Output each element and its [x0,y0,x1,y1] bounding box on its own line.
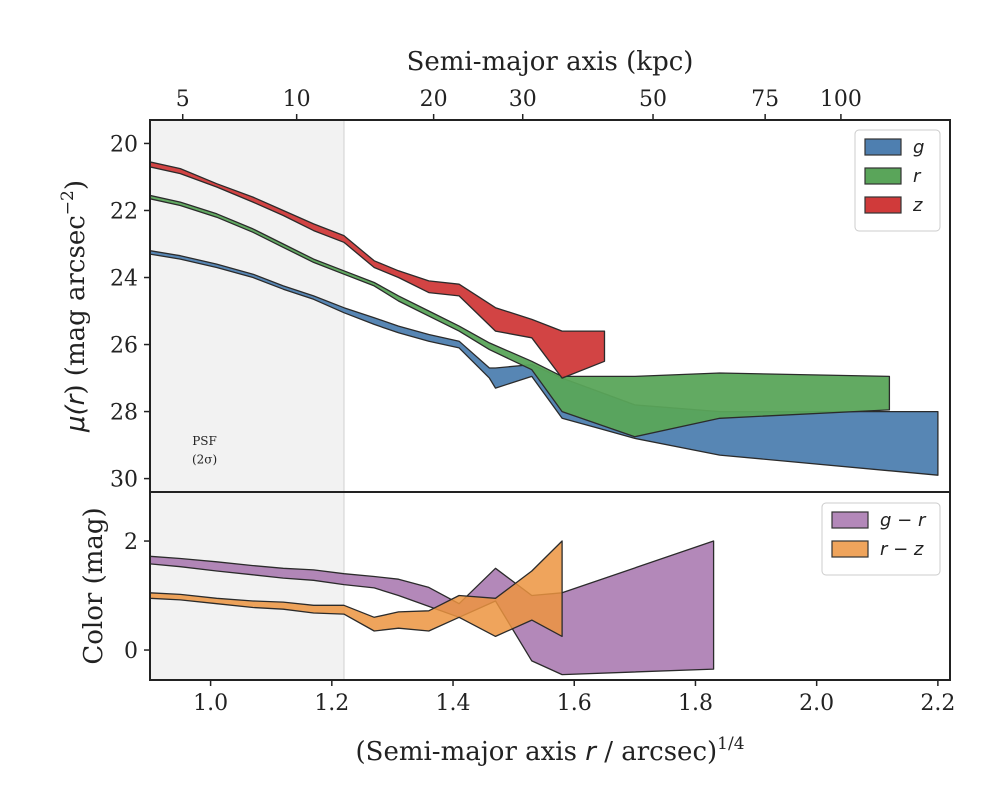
top-y-tick-label: 28 [110,401,138,426]
x-axis-label-sup: 1/4 [717,734,744,754]
top-x-tick-label: 75 [751,87,779,112]
x-axis-label: (Semi-major axis r / arcsec)1/4 [355,734,744,767]
x-tick-label: 1.2 [314,691,349,716]
legends: grz g − r r − z [821,129,941,576]
psf-shade [150,120,344,680]
x-tick-label: 1.8 [678,691,713,716]
psf-sigma-label: (2σ) [192,453,217,467]
x-tick-label: 1.6 [557,691,592,716]
axis-labels: Semi-major axis (kpc) (Semi-major axis r … [58,47,745,767]
top-x-tick-label: 100 [820,87,862,112]
top-y-label-close: ) [61,180,91,190]
bottom-y-tick-label: 2 [124,530,138,555]
band-g [150,250,939,476]
top-y-tick-label: 22 [110,199,138,224]
x-tick-label: 1.0 [193,691,228,716]
legend-swatch [864,167,902,185]
band-r-minus-z [150,540,563,638]
top-y-tick-label: 24 [110,267,138,292]
bottom-legend: g − r r − z [821,502,941,576]
x-axis-label-rest: / arcsec) [596,737,717,767]
legend-swatch [864,138,902,156]
axes-frames [149,119,951,681]
legend-swatch [864,196,902,214]
band-r [150,194,891,438]
legend-swatch [831,511,869,529]
bottom-y-axis-label: Color (mag) [79,507,109,664]
legend-label: z [912,195,923,216]
legend-label: g − r [880,510,927,531]
top-x-axis-label: Semi-major axis (kpc) [407,47,694,77]
legend-label: g [913,137,924,158]
x-axis-label-main: (Semi-major axis [355,737,585,767]
top-x-tick-label: 5 [176,87,190,112]
top-y-tick-label: 26 [110,334,138,359]
x-tick-label: 2.0 [799,691,834,716]
top-legend: grz [854,129,941,232]
top-x-tick-label: 50 [639,87,667,112]
band-z [150,161,606,379]
top-y-label-mu: μ( [61,403,91,433]
legend-swatch [831,540,869,558]
top-y-label-sup: −2 [58,190,78,215]
band-g-minus-r [150,540,715,676]
bottom-y-tick-label: 0 [124,639,138,664]
top-y-tick-label: 30 [110,468,138,493]
psf-label: PSF [192,434,217,448]
bottom-panel-frame [149,491,951,681]
top-x-tick-label: 10 [283,87,311,112]
top-x-tick-label: 20 [420,87,448,112]
x-tick-label: 1.4 [436,691,471,716]
legend-label: r [913,166,922,187]
axis-ticks: 20 22 24 26 28 30 0 2 1.0 1.2 1.4 1.6 1.8 2.0 2.2 5 10 20… [110,87,955,716]
top-y-axis-label: μ(r) (mag arcsec−2) [58,180,91,433]
top-y-label-rest: ) (mag arcsec [61,215,91,394]
top-x-tick-label: 30 [509,87,537,112]
x-axis-label-var: r [585,737,598,767]
top-y-label-r: r [61,392,91,405]
legend-label: r − z [880,539,924,560]
psf-region: PSF (2σ) [150,120,345,680]
color-panel [150,540,715,676]
x-tick-label: 2.2 [920,691,955,716]
surface-brightness-panel [150,161,939,476]
top-y-tick-label: 20 [110,132,138,157]
